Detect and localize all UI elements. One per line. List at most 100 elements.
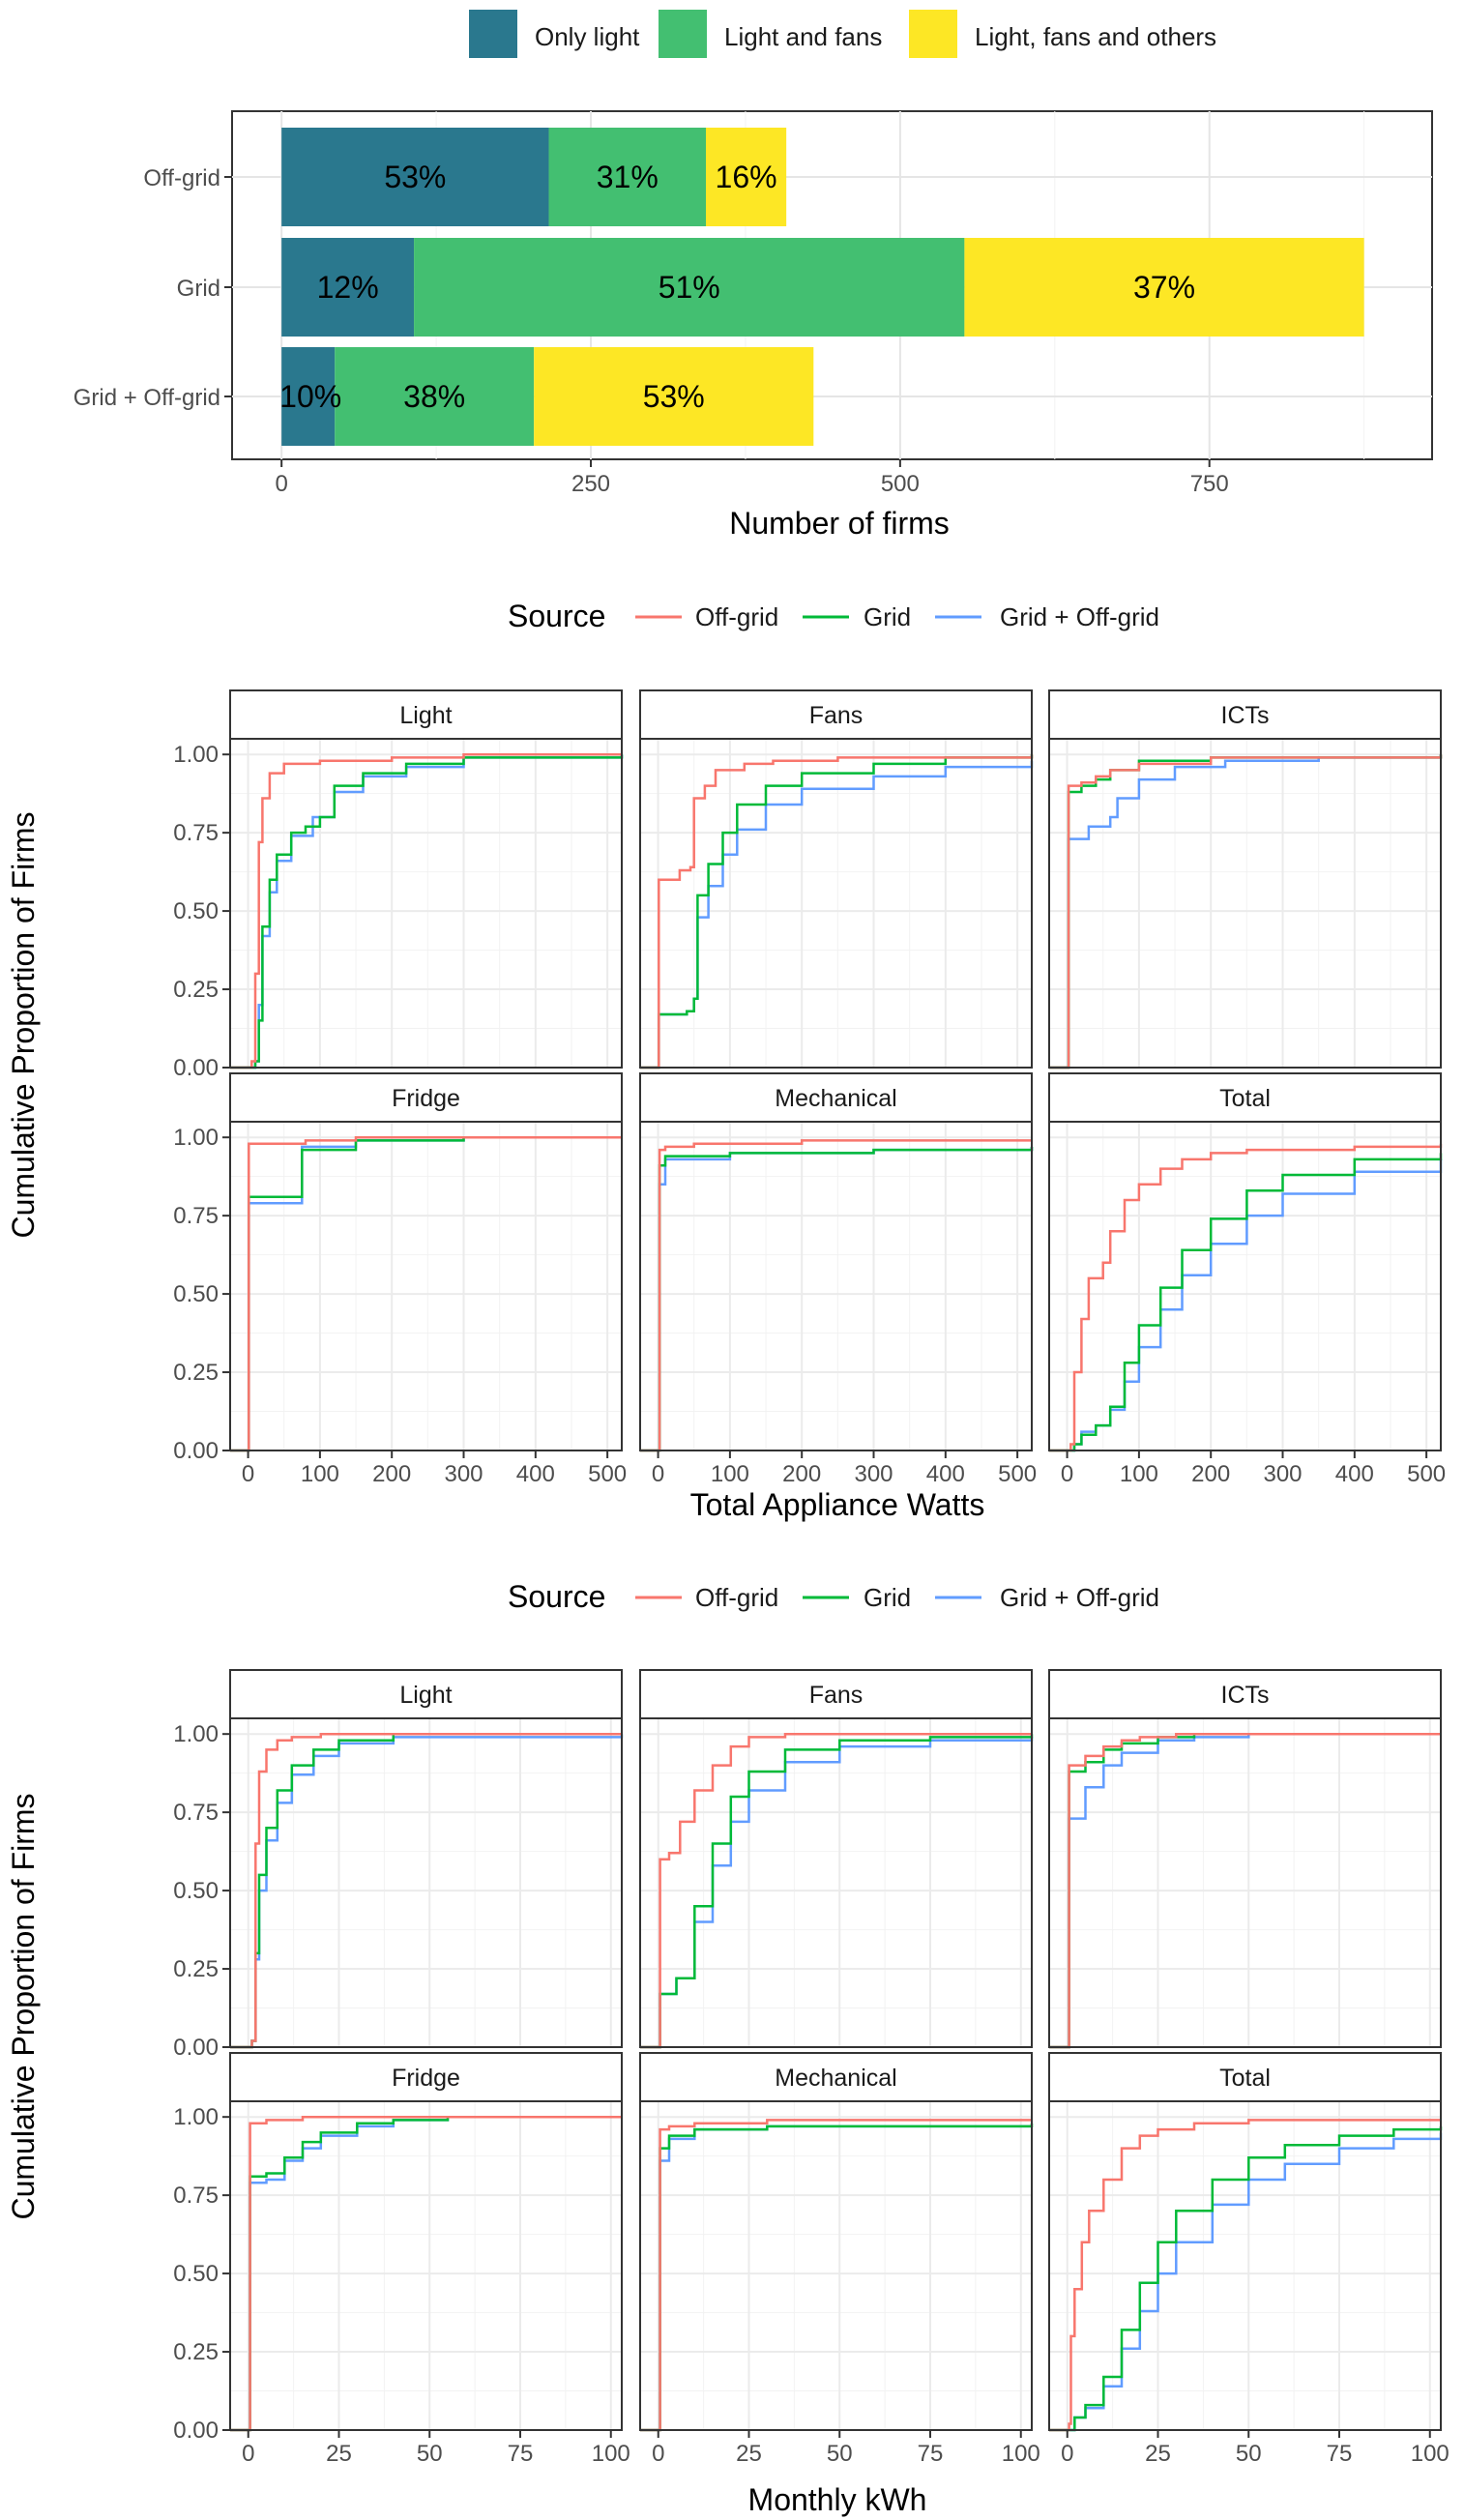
watts-strip-fans — [639, 689, 1033, 740]
kwh-panel-border — [1048, 2100, 1442, 2431]
x-tick-label: 0 — [652, 1461, 664, 1487]
bar-x-tick-label: 750 — [1190, 471, 1229, 497]
watts-panel-border — [639, 1121, 1033, 1451]
kwh-series-total-grid — [1049, 2125, 1443, 2432]
bar-segment-grid-off-grid-light-fans-and-others — [534, 347, 814, 446]
kwh-strip-light — [229, 1669, 623, 1719]
x-tick-label: 50 — [417, 2441, 443, 2467]
kwh-panel-total: Total 0 25 50 75 100 — [1048, 2052, 1449, 2467]
bar-segment-off-grid-light-and-fans — [548, 128, 707, 226]
kwh-series-icts-off-grid — [1049, 1732, 1441, 2049]
watts-legend-title: Source — [508, 599, 605, 633]
watts-y-axis-title: Cumulative Proportion of Firms — [6, 811, 41, 1238]
kwh-strip-label: Fridge — [392, 2065, 460, 2092]
watts-panel-icts: ICTs — [1048, 689, 1443, 1070]
kwh-strip-label: Mechanical — [775, 2065, 896, 2092]
x-tick-label: 75 — [918, 2441, 944, 2467]
bar-category-label: Grid — [177, 276, 220, 302]
watts-panel-light: Light 0.00 0.25 0.50 0.75 1.00 — [173, 689, 624, 1081]
x-tick-label: 25 — [1145, 2441, 1171, 2467]
x-tick-label: 100 — [1120, 1461, 1158, 1487]
x-tick-label: 200 — [782, 1461, 821, 1487]
watts-series-icts-grid-off-grid — [1049, 754, 1443, 1070]
kwh-panel-icts: ICTs — [1048, 1669, 1442, 2049]
watts-strip-label: Fridge — [392, 1085, 460, 1112]
y-tick-label: 0.50 — [173, 898, 219, 924]
y-tick-label: 0.25 — [173, 2339, 219, 2365]
x-tick-label: 100 — [711, 1461, 749, 1487]
bar-segment-grid-off-grid-light-and-fans — [335, 347, 535, 446]
bar-x-axis-title: Number of firms — [729, 506, 950, 541]
kwh-panel-fans: Fans — [639, 1669, 1034, 2049]
legend-key-only-light — [469, 10, 517, 58]
y-tick-label: 1.00 — [173, 1125, 219, 1151]
kwh-panel-bg — [1049, 2101, 1441, 2430]
kwh-strip-fridge — [229, 2052, 623, 2102]
watts-series-light-off-grid — [230, 752, 622, 1070]
bar-value-label: 53% — [643, 379, 705, 414]
legend-label-light-fans-and-others: Light, fans and others — [975, 22, 1216, 51]
watts-series-icts-off-grid — [1049, 754, 1443, 1070]
bar-category-label: Off-grid — [143, 165, 220, 191]
y-tick-label: 0.50 — [173, 2261, 219, 2287]
bar-segments — [281, 128, 1364, 446]
bar-value-label: 53% — [384, 160, 446, 194]
x-tick-label: 25 — [736, 2441, 762, 2467]
bar-value-label: 51% — [659, 270, 720, 305]
bar-segment-grid-light-fans-and-others — [964, 238, 1364, 337]
x-tick-label: 0 — [242, 2441, 254, 2467]
legend-key-light-and-fans — [659, 10, 707, 58]
watts-panel-border — [1048, 1121, 1442, 1451]
legend-label-only-light: Only light — [535, 22, 640, 51]
bar-x-tick-labels: 0 250 500 750 — [275, 459, 1229, 497]
legend-label-light-and-fans: Light and fans — [724, 22, 882, 51]
x-tick-label: 0 — [1061, 1461, 1073, 1487]
x-tick-label: 100 — [1002, 2441, 1040, 2467]
x-tick-label: 75 — [508, 2441, 534, 2467]
kwh-panel-border — [229, 1717, 623, 2048]
watts-strip-label: Total — [1219, 1085, 1271, 1112]
watts-panel-border — [229, 738, 623, 1069]
y-tick-label: 0.75 — [173, 820, 219, 846]
kwh-panel-bg — [640, 1718, 1032, 2047]
watts-panel-bg — [230, 1122, 622, 1450]
x-tick-label: 300 — [1263, 1461, 1302, 1487]
kwh-panel-border — [639, 2100, 1033, 2431]
y-tick-label: 0.00 — [173, 1438, 219, 1464]
watts-panel-bg — [1049, 739, 1441, 1068]
stacked-bar-chart: Only light Light and fans Light, fans an… — [73, 10, 1433, 541]
bar-segment-grid-only-light — [281, 238, 415, 337]
watts-x-axis-title: Total Appliance Watts — [690, 1487, 985, 1522]
kwh-strip-label: Total — [1219, 2065, 1271, 2092]
kwh-strip-label: Light — [399, 1682, 452, 1709]
kwh-series-total-off-grid — [1049, 2119, 1441, 2432]
kwh-panels: Light 0.00 0.25 0.50 0.75 1.00 Fans ICTs Fridge 0… — [173, 1669, 1449, 2467]
kwh-series-light-off-grid — [230, 1732, 622, 2049]
y-tick-label: 1.00 — [173, 742, 219, 768]
bar-value-label: 38% — [403, 379, 465, 414]
x-tick-label: 500 — [998, 1461, 1037, 1487]
x-tick-label: 50 — [1236, 2441, 1262, 2467]
legend-key-light-fans-and-others — [909, 10, 957, 58]
x-tick-label: 500 — [1407, 1461, 1446, 1487]
bar-legend: Only light Light and fans Light, fans an… — [469, 10, 1216, 58]
x-tick-label: 0 — [1061, 2441, 1073, 2467]
bar-category-labels: Off-grid Grid Grid + Off-grid — [73, 165, 232, 411]
kwh-panel-light: Light 0.00 0.25 0.50 0.75 1.00 — [173, 1669, 624, 2061]
watts-panel-border — [639, 738, 1033, 1069]
x-tick-label: 0 — [652, 2441, 664, 2467]
watts-series-light-grid — [230, 754, 624, 1070]
watts-strip-mechanical — [639, 1072, 1033, 1123]
kwh-panel-border — [1048, 1717, 1442, 2048]
x-tick-label: 400 — [516, 1461, 555, 1487]
kwh-panel-bg — [640, 2101, 1032, 2430]
x-tick-label: 300 — [854, 1461, 893, 1487]
bar-x-tick-label: 0 — [275, 471, 287, 497]
kwh-x-axis-title: Monthly kWh — [748, 2482, 927, 2517]
watts-series-total-grid — [1049, 1153, 1443, 1452]
kwh-strip-label: Fans — [809, 1682, 864, 1709]
kwh-series-fans-off-grid — [640, 1732, 1032, 2049]
watts-strip-label: Light — [399, 702, 452, 729]
bar-segment-off-grid-only-light — [281, 128, 549, 226]
watts-series-fans-off-grid — [640, 754, 1034, 1070]
